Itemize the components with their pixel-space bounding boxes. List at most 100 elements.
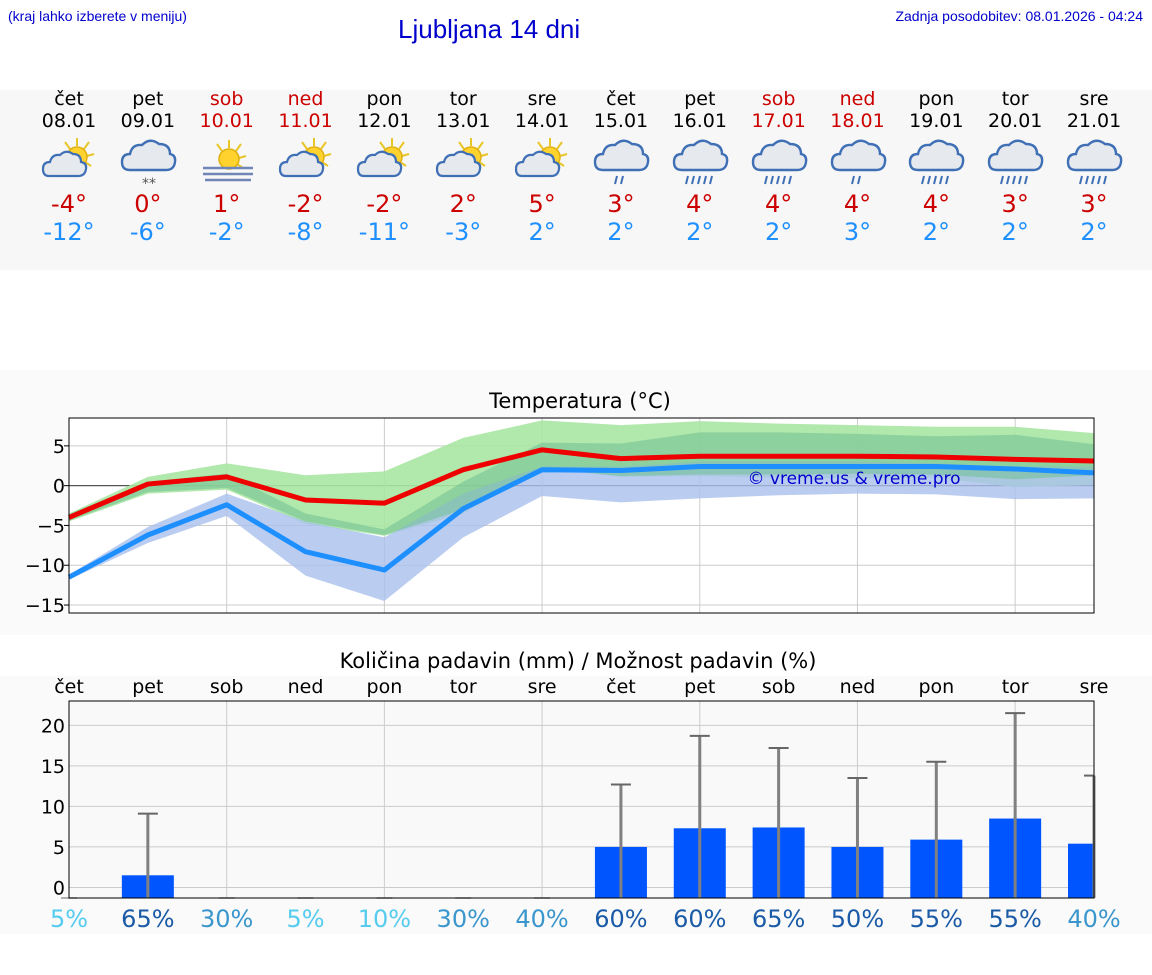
temp-min: 2° [607, 218, 635, 246]
day-column: pet 09.01 ** 0° -6° [108, 88, 188, 246]
precip-probability-label: 60% [594, 905, 647, 933]
x-category-label: tor [450, 676, 477, 698]
temp-max: 4° [686, 190, 714, 218]
plot-frame [68, 417, 1095, 614]
day-date: 09.01 [120, 110, 176, 132]
day-name: sre [527, 88, 557, 110]
temp-max: 4° [765, 190, 793, 218]
temp-max: 2° [449, 190, 477, 218]
temp-max: 1° [213, 190, 241, 218]
precip-probability-label: 10% [358, 905, 411, 933]
temp-max: -2° [366, 190, 403, 218]
y-tick-label: −15 [25, 595, 65, 617]
day-name: sre [1079, 88, 1109, 110]
precip-probability-label: 40% [1067, 905, 1120, 933]
x-category-label: pon [367, 676, 403, 698]
day-name: pon [918, 88, 955, 110]
temp-max: 0° [134, 190, 162, 218]
temp-max: 5° [528, 190, 556, 218]
day-date: 18.01 [830, 110, 885, 132]
x-category-label: pet [132, 676, 163, 698]
cloud-rain-heavy-icon [906, 132, 966, 192]
temp-min: -6° [129, 218, 166, 246]
band-min-spread [69, 461, 1094, 602]
day-name: tor [1001, 88, 1029, 110]
x-category-label: pet [684, 676, 715, 698]
sun-fog-icon [197, 132, 257, 192]
day-name: pon [366, 88, 403, 110]
location-hint[interactable]: (kraj lahko izberete v meniju) [8, 8, 187, 24]
precip-probability-label: 50% [831, 905, 884, 933]
y-tick-label: 0 [53, 877, 65, 899]
watermark: © vreme.us & vreme.pro [747, 469, 960, 489]
precip-probability-label: 40% [515, 905, 568, 933]
temp-max: 3° [1080, 190, 1108, 218]
day-date: 15.01 [593, 110, 649, 132]
day-date: 17.01 [751, 110, 806, 132]
day-date: 20.01 [987, 110, 1043, 132]
cloud-rain-light-icon [591, 132, 651, 192]
chart-title: Količina padavin (mm) / Možnost padavin … [340, 649, 817, 673]
temp-max: 4° [843, 190, 872, 218]
day-column: sre 14.01 5° 2° [502, 88, 582, 246]
temp-min: -8° [287, 218, 324, 246]
day-column: sob 10.01 1° -2° [187, 88, 267, 246]
day-date: 14.01 [514, 110, 570, 132]
x-category-label: čet [54, 676, 84, 698]
day-name: pet [684, 88, 716, 110]
precip-bar [1068, 843, 1094, 898]
day-date: 12.01 [357, 110, 412, 132]
day-name: tor [449, 88, 477, 110]
temp-min: -12° [43, 218, 95, 246]
day-column: čet 08.01 -4° -12° [29, 88, 109, 246]
day-name: ned [287, 88, 324, 110]
y-tick-label: 5 [53, 436, 65, 458]
sun-cloud-icon [433, 132, 493, 192]
x-category-label: čet [606, 676, 636, 698]
temp-min: 2° [1080, 218, 1108, 246]
temp-min: 2° [686, 218, 714, 246]
day-column: ned 11.01 -2° -8° [266, 88, 346, 246]
temp-max: 3° [607, 190, 635, 218]
series-max-line [68, 447, 1095, 520]
temp-max: 4° [922, 190, 950, 218]
day-name: sob [761, 88, 796, 110]
day-column: pet 16.01 4° 2° [660, 88, 740, 246]
daily-forecast-band [0, 90, 1152, 270]
day-name: pet [132, 88, 164, 110]
temp-max: -2° [287, 190, 324, 218]
x-category-label: sre [1080, 676, 1109, 698]
sun-cloud-icon [276, 132, 336, 192]
temp-max: -4° [51, 190, 87, 218]
last-updated: Zadnja posodobitev: 08.01.2026 - 04:24 [895, 8, 1143, 24]
temp-min: 2° [1001, 218, 1029, 246]
day-date: 19.01 [909, 110, 964, 132]
day-column: čet 15.01 3° 2° [581, 88, 661, 246]
cloud-rain-light-icon [828, 132, 888, 192]
y-tick-label: 15 [41, 756, 65, 778]
cloud-rain-heavy-icon [670, 132, 730, 192]
day-column: pon 12.01 -2° -11° [344, 88, 424, 246]
temp-max: 3° [1001, 190, 1029, 218]
day-date: 21.01 [1066, 110, 1122, 132]
day-date: 10.01 [199, 110, 254, 132]
precip-probability-label: 65% [752, 905, 805, 933]
y-tick-label: 5 [53, 837, 65, 859]
precipitation-chart: Količina padavin (mm) / Možnost padavin … [41, 649, 1121, 933]
day-column: ned 18.01 4° 3° [818, 88, 898, 246]
x-category-label: ned [288, 676, 324, 698]
day-name: čet [54, 88, 84, 110]
y-tick-label: −5 [37, 515, 65, 537]
series-min-line [67, 464, 1095, 580]
y-tick-label: 20 [41, 715, 65, 737]
temp-min: 3° [843, 218, 872, 246]
day-date: 13.01 [436, 110, 491, 132]
x-category-label: sob [210, 676, 244, 698]
cloud-snow-icon: ** [118, 132, 178, 192]
temperature-chart: Temperatura (°C) 5 0 −5 −10 −15 © vreme.us & v… [25, 389, 1095, 617]
precip-probability-label: 30% [200, 905, 253, 933]
cloud-rain-heavy-icon [1064, 132, 1124, 192]
temp-min: 2° [765, 218, 793, 246]
precip-probability-label: 60% [673, 905, 726, 933]
y-tick-label: 0 [53, 476, 65, 498]
